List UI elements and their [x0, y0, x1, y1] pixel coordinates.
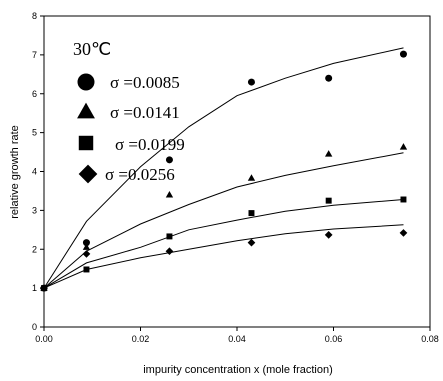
legend: 30℃ σ =0.0085 σ =0.0141 σ =0.0199 σ =0.0256	[73, 39, 185, 184]
data-point-triangle	[165, 190, 174, 198]
fit-line-circle	[43, 47, 404, 289]
y-axis-label: relative growth rate	[9, 125, 21, 219]
x-tick-label: 0.04	[228, 334, 246, 344]
data-point-diamond	[247, 238, 256, 247]
fit-line-square	[43, 199, 404, 289]
y-tick-label: 8	[32, 11, 37, 21]
data-point-circle	[399, 50, 407, 58]
data-point-circle	[325, 74, 333, 82]
data-point-circle	[82, 239, 90, 247]
data-point-triangle	[82, 243, 91, 250]
y-tick-label: 2	[32, 244, 37, 254]
data-point-diamond	[40, 284, 48, 292]
data-point-circle	[165, 156, 173, 164]
legend-label: σ =0.0256	[105, 165, 175, 184]
data-point-diamond	[399, 229, 408, 237]
y-tick-label: 7	[32, 50, 37, 60]
data-point-square	[325, 197, 332, 204]
plot-frame	[43, 15, 431, 328]
x-tick-label: 0.06	[325, 334, 343, 344]
y-tick-label: 0	[32, 322, 37, 332]
y-tick-label: 5	[32, 128, 37, 138]
condition-label: 30℃	[73, 39, 111, 59]
data-point-diamond	[165, 247, 174, 256]
x-tick-label: 0.00	[35, 334, 53, 344]
x-tick-label: 0.02	[132, 334, 150, 344]
y-tick-label: 6	[32, 89, 37, 99]
legend-marker-triangle	[77, 102, 95, 119]
y-tick-label: 1	[32, 283, 37, 293]
legend-label: σ =0.0199	[115, 135, 185, 154]
plot-area-border	[43, 15, 431, 328]
fit-lines	[43, 47, 404, 289]
x-axis-ticks: 0.00 0.02 0.04 0.06 0.08	[35, 327, 439, 344]
data-point-diamond	[324, 231, 333, 239]
data-point-circle	[247, 78, 255, 86]
data-point-square	[400, 196, 407, 203]
legend-marker-diamond	[78, 164, 98, 184]
legend-marker-circle	[77, 73, 95, 91]
y-axis-ticks: 0 1 2 3 4 5 6 7 8	[32, 11, 44, 332]
data-point-square	[166, 233, 173, 240]
data-point-triangle	[399, 143, 408, 150]
y-tick-label: 4	[32, 167, 37, 177]
legend-label: σ =0.0085	[110, 73, 180, 92]
data-point-diamond	[82, 250, 91, 258]
x-tick-label: 0.08	[421, 334, 439, 344]
x-axis-label: impurity concentration x (mole fraction)	[143, 364, 333, 376]
data-point-square	[248, 210, 255, 217]
data-point-triangle	[247, 174, 256, 181]
fit-line-diamond	[43, 224, 404, 289]
data-point-square	[83, 266, 90, 273]
data-point-triangle	[325, 150, 333, 157]
data-points	[40, 50, 408, 292]
legend-label: σ =0.0141	[110, 103, 180, 122]
y-tick-label: 3	[32, 205, 37, 215]
legend-marker-square	[78, 135, 94, 151]
fit-line-triangle	[43, 152, 404, 289]
